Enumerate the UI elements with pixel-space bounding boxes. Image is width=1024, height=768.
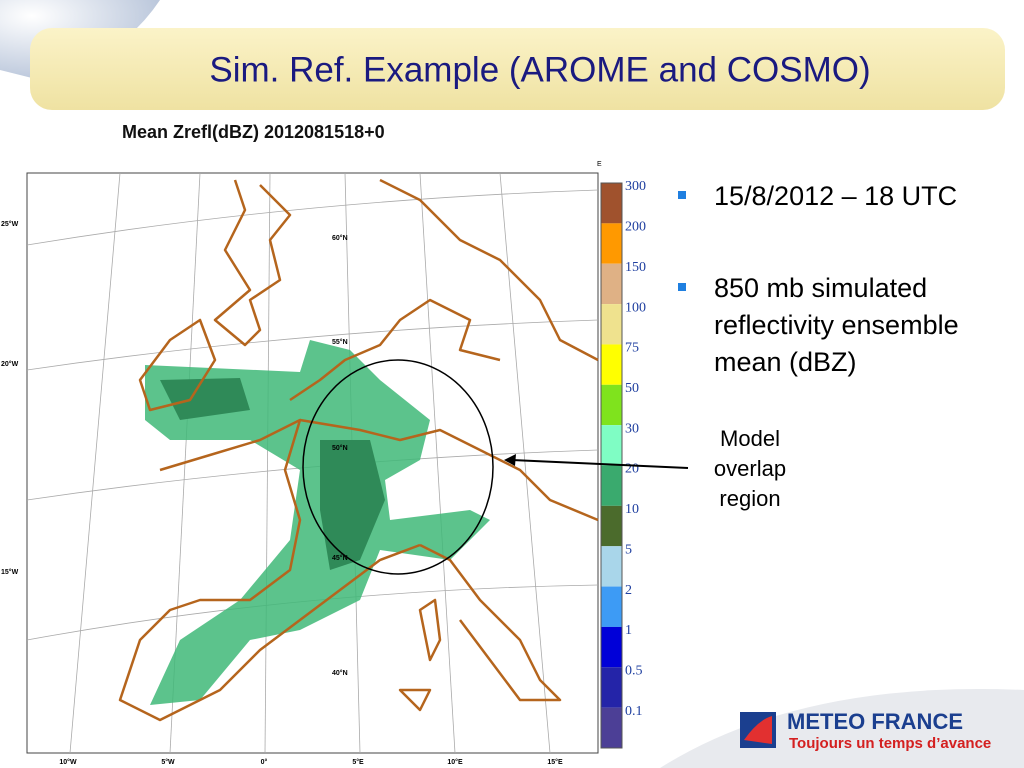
colorbar-label: 0.1 (625, 704, 643, 719)
lon-label: 5°E (352, 758, 364, 766)
colorbar-swatch (601, 667, 622, 708)
lon-label: 10°W (59, 758, 77, 766)
colorbar-label: 30 (625, 421, 639, 436)
lon-label: 5°W (161, 758, 175, 766)
coastlines (118, 178, 599, 722)
reflectivity-core (160, 378, 385, 570)
colorbar-swatch (601, 223, 622, 264)
colorbar-swatch (601, 505, 622, 547)
colorbar-label: 5 (625, 542, 632, 557)
annotation-line: overlap (714, 456, 786, 481)
colorbar-swatch (601, 546, 622, 587)
lat-label: 55°N (332, 338, 348, 346)
colorbar-swatch (601, 425, 622, 466)
lat-label: 50°N (332, 444, 348, 452)
lon-label: 25°W (1, 220, 19, 228)
annotation-line: region (719, 486, 780, 511)
colorbar-swatch (601, 626, 622, 668)
lat-label: 40°N (332, 669, 348, 677)
colorbar-swatch (601, 183, 622, 224)
lat-label: 60°N (332, 234, 348, 242)
logo-tagline: Toujours un temps d’avance (789, 735, 991, 752)
colorbar-label: 75 (625, 341, 639, 356)
arrow-line (511, 459, 689, 469)
overlap-ellipse (302, 359, 494, 575)
colorbar-label: 1 (625, 623, 632, 638)
lon-label: 15°E (547, 758, 563, 766)
colorbar-label: 300 (625, 179, 646, 194)
colorbar-label: 150 (625, 260, 646, 275)
colorbar-swatch (601, 304, 622, 345)
colorbar-swatch (601, 263, 622, 305)
colorbar-label: 20 (625, 462, 639, 477)
lat-label: 45°N (332, 554, 348, 562)
lon-label: 10°E (447, 758, 463, 766)
lon-label: 15°W (1, 568, 19, 576)
annotation-line: Model (720, 426, 780, 451)
map: 60°N 55°N 50°N 45°N 40°N (26, 172, 599, 754)
arrow-head (504, 454, 516, 466)
colorbar-label: 50 (625, 381, 639, 396)
colorbar-label: 10 (625, 502, 639, 517)
colorbar-swatch (601, 707, 622, 748)
colorbar-swatch (601, 465, 622, 506)
title-banner (30, 28, 1005, 110)
colorbar-swatch (601, 344, 622, 385)
bullet: 850 mb simulated reflectivity ensemble m… (678, 270, 1010, 381)
logo-swoosh (660, 688, 1024, 768)
colorbar-label: 0.5 (625, 664, 643, 679)
annotation: Model overlap region (714, 426, 786, 511)
map-title: Mean Zrefl(dBZ) 2012081518+0 (122, 122, 385, 142)
lon-label: 0° (261, 758, 268, 766)
colorbar-label: 200 (625, 220, 646, 235)
logo-name: METEO FRANCE (787, 709, 963, 734)
colorbar-swatch (601, 586, 622, 627)
colorbar-label: 2 (625, 583, 632, 598)
bullet: 15/8/2012 – 18 UTC (678, 178, 1010, 215)
bullet-text: 15/8/2012 – 18 UTC (714, 181, 958, 211)
logo-icon-detail (744, 716, 772, 744)
bullet-text: 850 mb simulated reflectivity ensemble m… (714, 273, 959, 377)
colorbar: 300 200 150 100 75 50 30 20 10 5 2 1 0.5 0.1 (600, 179, 646, 749)
colorbar-label: 100 (625, 300, 646, 315)
corner-label: E (597, 161, 602, 168)
slide-title: Sim. Ref. Example (AROME and COSMO) (209, 50, 870, 89)
lon-label: 20°W (1, 360, 19, 368)
colorbar-swatch (601, 384, 622, 426)
